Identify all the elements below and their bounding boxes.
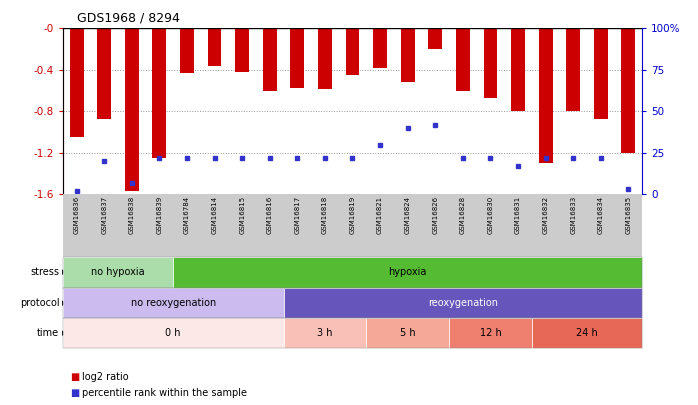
- Bar: [263, 28, 276, 91]
- Text: GSM16836: GSM16836: [73, 196, 80, 234]
- Text: 24 h: 24 h: [576, 328, 598, 338]
- Text: no reoxygenation: no reoxygenation: [131, 298, 216, 308]
- Text: GSM16828: GSM16828: [460, 196, 466, 234]
- Text: GSM16814: GSM16814: [211, 196, 218, 234]
- Bar: [180, 28, 194, 73]
- Bar: [373, 28, 387, 68]
- Text: GSM16821: GSM16821: [377, 196, 383, 234]
- Text: 3 h: 3 h: [317, 328, 333, 338]
- Text: stress: stress: [30, 267, 59, 277]
- Bar: [539, 28, 553, 163]
- Text: ▶: ▶: [62, 269, 68, 275]
- Bar: [511, 28, 525, 111]
- Bar: [594, 28, 608, 119]
- Bar: [97, 28, 111, 119]
- Text: GSM16831: GSM16831: [515, 196, 521, 234]
- Bar: [152, 28, 166, 158]
- Text: GSM16816: GSM16816: [267, 196, 273, 234]
- Text: GSM16824: GSM16824: [405, 196, 410, 234]
- Text: GSM16826: GSM16826: [432, 196, 438, 234]
- Text: log2 ratio: log2 ratio: [82, 372, 129, 382]
- Text: 12 h: 12 h: [480, 328, 501, 338]
- Text: ■: ■: [70, 388, 79, 398]
- Text: ▶: ▶: [62, 330, 68, 336]
- Text: time: time: [37, 328, 59, 338]
- Bar: [125, 28, 139, 191]
- Text: GDS1968 / 8294: GDS1968 / 8294: [77, 11, 179, 24]
- Bar: [566, 28, 580, 111]
- Bar: [346, 28, 359, 75]
- Bar: [621, 28, 635, 153]
- Bar: [235, 28, 249, 72]
- Text: GSM16837: GSM16837: [101, 196, 107, 234]
- Bar: [290, 28, 304, 87]
- Text: GSM16784: GSM16784: [184, 196, 190, 234]
- Bar: [208, 28, 221, 66]
- Bar: [70, 28, 84, 137]
- Text: GSM16834: GSM16834: [597, 196, 604, 234]
- Text: percentile rank within the sample: percentile rank within the sample: [82, 388, 247, 398]
- Text: GSM16815: GSM16815: [239, 196, 245, 234]
- Text: GSM16833: GSM16833: [570, 196, 576, 234]
- Bar: [429, 28, 442, 49]
- Text: no hypoxia: no hypoxia: [91, 267, 144, 277]
- Text: 0 h: 0 h: [165, 328, 181, 338]
- Bar: [401, 28, 415, 82]
- Text: GSM16818: GSM16818: [322, 196, 328, 234]
- Text: ▶: ▶: [62, 300, 68, 306]
- Text: GSM16839: GSM16839: [156, 196, 163, 234]
- Text: reoxygenation: reoxygenation: [428, 298, 498, 308]
- Bar: [484, 28, 497, 98]
- Text: 5 h: 5 h: [400, 328, 415, 338]
- Text: protocol: protocol: [20, 298, 59, 308]
- Text: GSM16835: GSM16835: [625, 196, 632, 234]
- Bar: [456, 28, 470, 91]
- Text: GSM16832: GSM16832: [542, 196, 549, 234]
- Bar: [318, 28, 332, 89]
- Text: hypoxia: hypoxia: [389, 267, 427, 277]
- Text: GSM16817: GSM16817: [295, 196, 300, 234]
- Text: GSM16830: GSM16830: [487, 196, 493, 234]
- Text: ■: ■: [70, 372, 79, 382]
- Text: GSM16819: GSM16819: [350, 196, 355, 234]
- Text: GSM16838: GSM16838: [129, 196, 135, 234]
